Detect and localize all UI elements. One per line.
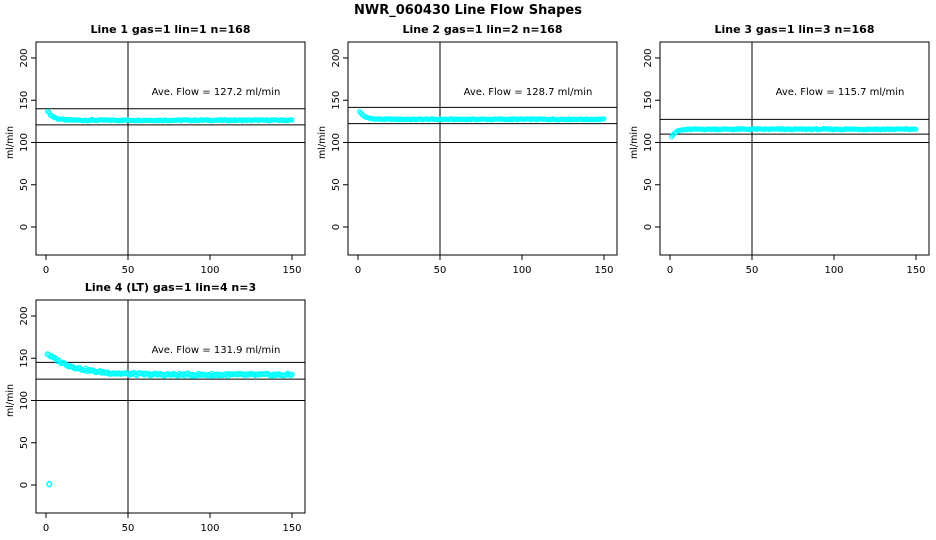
y-tick-label: 100	[331, 133, 342, 152]
x-tick-label: 50	[122, 523, 135, 534]
x-tick-label: 50	[746, 265, 759, 276]
data-points	[44, 351, 295, 488]
ave-flow-annotation: Ave. Flow = 127.2 ml/min	[152, 87, 281, 98]
y-tick-label: 0	[643, 224, 654, 230]
y-tick-label: 150	[19, 349, 30, 368]
x-tick-label: 0	[43, 265, 49, 276]
y-tick-label: 200	[19, 48, 30, 67]
y-tick-label: 150	[331, 91, 342, 110]
ave-flow-annotation: Ave. Flow = 128.7 ml/min	[464, 87, 593, 98]
y-tick-label: 50	[331, 178, 342, 191]
x-tick-label: 150	[282, 523, 301, 534]
x-tick-label: 100	[200, 265, 219, 276]
y-axis-label: ml/min	[5, 384, 16, 417]
ave-flow-annotation: Ave. Flow = 115.7 ml/min	[776, 87, 905, 98]
data-points	[44, 108, 295, 124]
y-tick-label: 150	[643, 91, 654, 110]
y-tick-label: 0	[19, 482, 30, 488]
data-points	[356, 108, 607, 123]
x-tick-label: 100	[824, 265, 843, 276]
data-point-marker	[913, 126, 919, 132]
subplot-title: Line 1 gas=1 lin=1 n=168	[90, 23, 250, 36]
x-tick-label: 150	[906, 265, 925, 276]
subplot-title: Line 3 gas=1 lin=3 n=168	[714, 23, 874, 36]
x-tick-label: 50	[434, 265, 447, 276]
y-tick-label: 100	[643, 133, 654, 152]
data-point-marker	[289, 371, 295, 378]
subplot-line-1: Line 1 gas=1 lin=1 n=168 0 50 100 150 0 50 100 1…	[5, 23, 306, 276]
plot-box	[659, 41, 930, 256]
plot-box	[347, 41, 618, 256]
outlier-point-marker	[46, 481, 53, 488]
y-axis-label: ml/min	[629, 126, 640, 159]
plot-box	[35, 41, 306, 256]
data-point-marker	[52, 354, 58, 361]
subplot-line-3: Line 3 gas=1 lin=3 n=168 0 50 100 150 0 50 100 1…	[629, 23, 930, 276]
y-tick-label: 100	[19, 391, 30, 410]
y-axis-label: ml/min	[317, 126, 328, 159]
subplot-line-4: Line 4 (LT) gas=1 lin=4 n=3 0 50 100 150 0 50 1…	[5, 281, 306, 534]
y-tick-label: 200	[643, 48, 654, 67]
y-tick-label: 200	[19, 306, 30, 325]
y-tick-label: 50	[19, 436, 30, 449]
y-axis-label: ml/min	[5, 126, 16, 159]
y-tick-label: 100	[19, 133, 30, 152]
x-tick-label: 100	[512, 265, 531, 276]
y-tick-label: 50	[643, 178, 654, 191]
x-tick-label: 0	[667, 265, 673, 276]
subplot-title: Line 4 (LT) gas=1 lin=4 n=3	[85, 281, 256, 294]
page-title: NWR_060430 Line Flow Shapes	[354, 3, 582, 18]
subplot-title: Line 2 gas=1 lin=2 n=168	[402, 23, 562, 36]
x-tick-label: 100	[200, 523, 219, 534]
y-tick-label: 0	[19, 224, 30, 230]
x-tick-label: 0	[355, 265, 361, 276]
data-point-marker	[289, 117, 295, 123]
y-tick-label: 0	[331, 224, 342, 230]
data-point-marker	[46, 352, 52, 358]
plot-box	[35, 299, 306, 514]
y-tick-label: 200	[331, 48, 342, 67]
x-tick-label: 0	[43, 523, 49, 534]
y-tick-label: 50	[19, 178, 30, 191]
subplot-line-2: Line 2 gas=1 lin=2 n=168 0 50 100 150 0 50 100 1…	[317, 23, 618, 276]
ave-flow-annotation: Ave. Flow = 131.9 ml/min	[152, 345, 281, 356]
y-tick-label: 150	[19, 91, 30, 110]
data-point-marker	[601, 116, 607, 122]
x-tick-label: 150	[594, 265, 613, 276]
data-points	[668, 125, 919, 140]
x-tick-label: 50	[122, 265, 135, 276]
x-tick-label: 150	[282, 265, 301, 276]
